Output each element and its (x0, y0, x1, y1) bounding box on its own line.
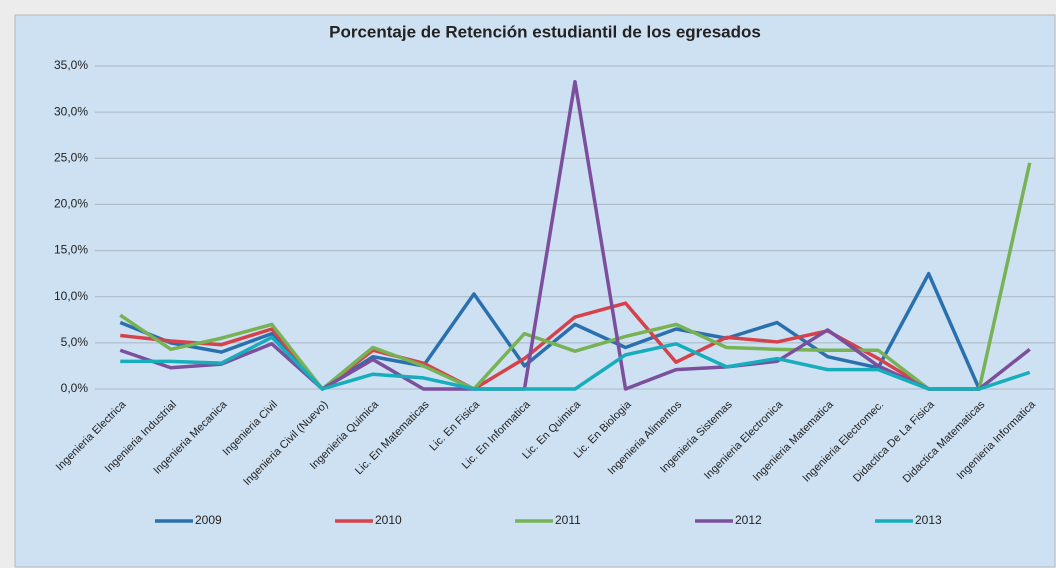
legend-label: 2009 (195, 513, 222, 527)
y-tick-label: 15,0% (54, 243, 88, 257)
chart-title: Porcentaje de Retención estudiantil de l… (329, 22, 761, 41)
y-tick-label: 0,0% (61, 381, 89, 395)
legend-label: 2010 (375, 513, 402, 527)
legend-label: 2012 (735, 513, 762, 527)
chart-background (14, 14, 1056, 568)
line-series (120, 335, 1031, 391)
y-tick-label: 30,0% (54, 104, 88, 118)
line-series (119, 162, 1032, 391)
y-tick-label: 20,0% (54, 197, 88, 211)
y-tick-label: 5,0% (61, 335, 89, 349)
line-series (119, 79, 1031, 391)
legend-label: 2011 (555, 513, 581, 527)
y-tick-label: 35,0% (54, 58, 88, 72)
legend-label: 2013 (915, 513, 942, 527)
y-tick-label: 10,0% (54, 289, 88, 303)
line-series (119, 271, 981, 391)
y-tick-label: 25,0% (54, 150, 88, 164)
